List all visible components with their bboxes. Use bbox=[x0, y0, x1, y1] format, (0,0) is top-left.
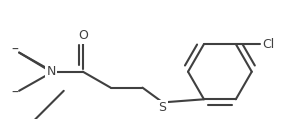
Text: N: N bbox=[46, 65, 56, 78]
Text: –: – bbox=[12, 43, 19, 57]
Text: Cl: Cl bbox=[262, 38, 275, 51]
Text: –: – bbox=[12, 86, 19, 100]
Text: S: S bbox=[159, 101, 166, 114]
Text: O: O bbox=[78, 29, 88, 42]
